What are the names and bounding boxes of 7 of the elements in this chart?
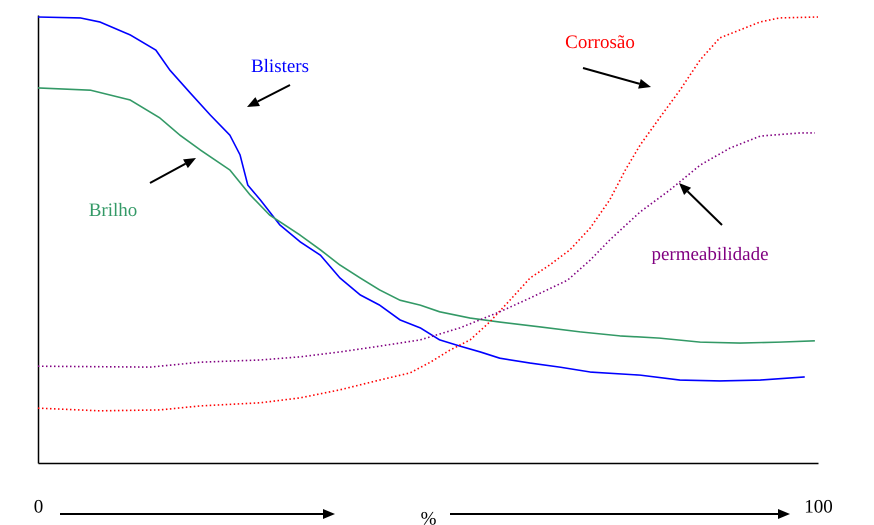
series-label: permeabilidade <box>651 244 769 266</box>
text: Blisters <box>250 56 310 78</box>
x-tick-label: 0 <box>34 496 44 518</box>
x-tick-label: 100 <box>804 496 833 518</box>
x-axis-title: % <box>420 508 437 525</box>
text: Brilho <box>88 200 138 222</box>
text: Corrosão <box>565 32 635 54</box>
